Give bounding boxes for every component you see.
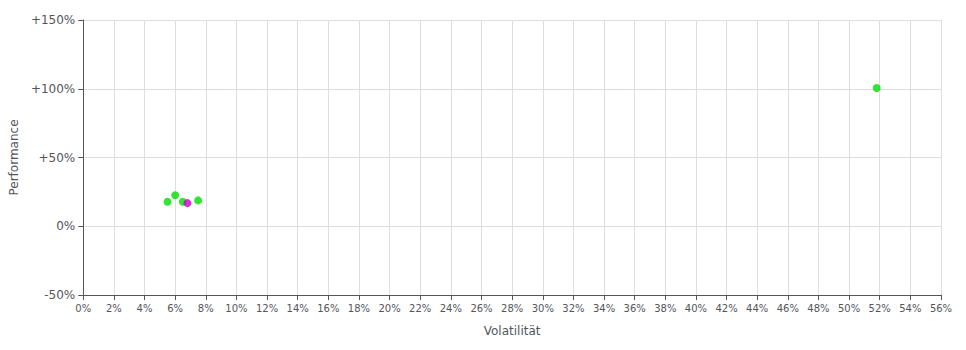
svg-text:44%: 44%: [746, 303, 768, 314]
svg-text:24%: 24%: [440, 303, 462, 314]
svg-text:6%: 6%: [167, 303, 183, 314]
svg-text:12%: 12%: [256, 303, 278, 314]
svg-text:10%: 10%: [225, 303, 247, 314]
svg-text:42%: 42%: [715, 303, 737, 314]
svg-text:56%: 56%: [930, 303, 952, 314]
svg-text:30%: 30%: [532, 303, 554, 314]
svg-text:36%: 36%: [624, 303, 646, 314]
svg-text:52%: 52%: [869, 303, 891, 314]
svg-text:46%: 46%: [777, 303, 799, 314]
svg-text:14%: 14%: [287, 303, 309, 314]
svg-text:Performance: Performance: [7, 119, 21, 195]
svg-text:+150%: +150%: [31, 13, 75, 27]
svg-text:0%: 0%: [56, 219, 75, 233]
svg-text:28%: 28%: [501, 303, 523, 314]
svg-text:4%: 4%: [137, 303, 153, 314]
svg-text:48%: 48%: [807, 303, 829, 314]
svg-text:18%: 18%: [348, 303, 370, 314]
svg-text:0%: 0%: [75, 303, 91, 314]
svg-text:40%: 40%: [685, 303, 707, 314]
svg-text:20%: 20%: [378, 303, 400, 314]
svg-text:50%: 50%: [838, 303, 860, 314]
svg-text:26%: 26%: [470, 303, 492, 314]
svg-text:16%: 16%: [317, 303, 339, 314]
svg-text:38%: 38%: [654, 303, 676, 314]
svg-text:2%: 2%: [106, 303, 122, 314]
svg-text:22%: 22%: [409, 303, 431, 314]
svg-text:-50%: -50%: [44, 288, 75, 302]
svg-text:34%: 34%: [593, 303, 615, 314]
svg-text:Volatilität: Volatilität: [484, 324, 541, 338]
svg-text:54%: 54%: [899, 303, 921, 314]
svg-text:32%: 32%: [562, 303, 584, 314]
svg-text:+100%: +100%: [31, 82, 75, 96]
svg-text:8%: 8%: [198, 303, 214, 314]
svg-text:+50%: +50%: [39, 151, 76, 165]
